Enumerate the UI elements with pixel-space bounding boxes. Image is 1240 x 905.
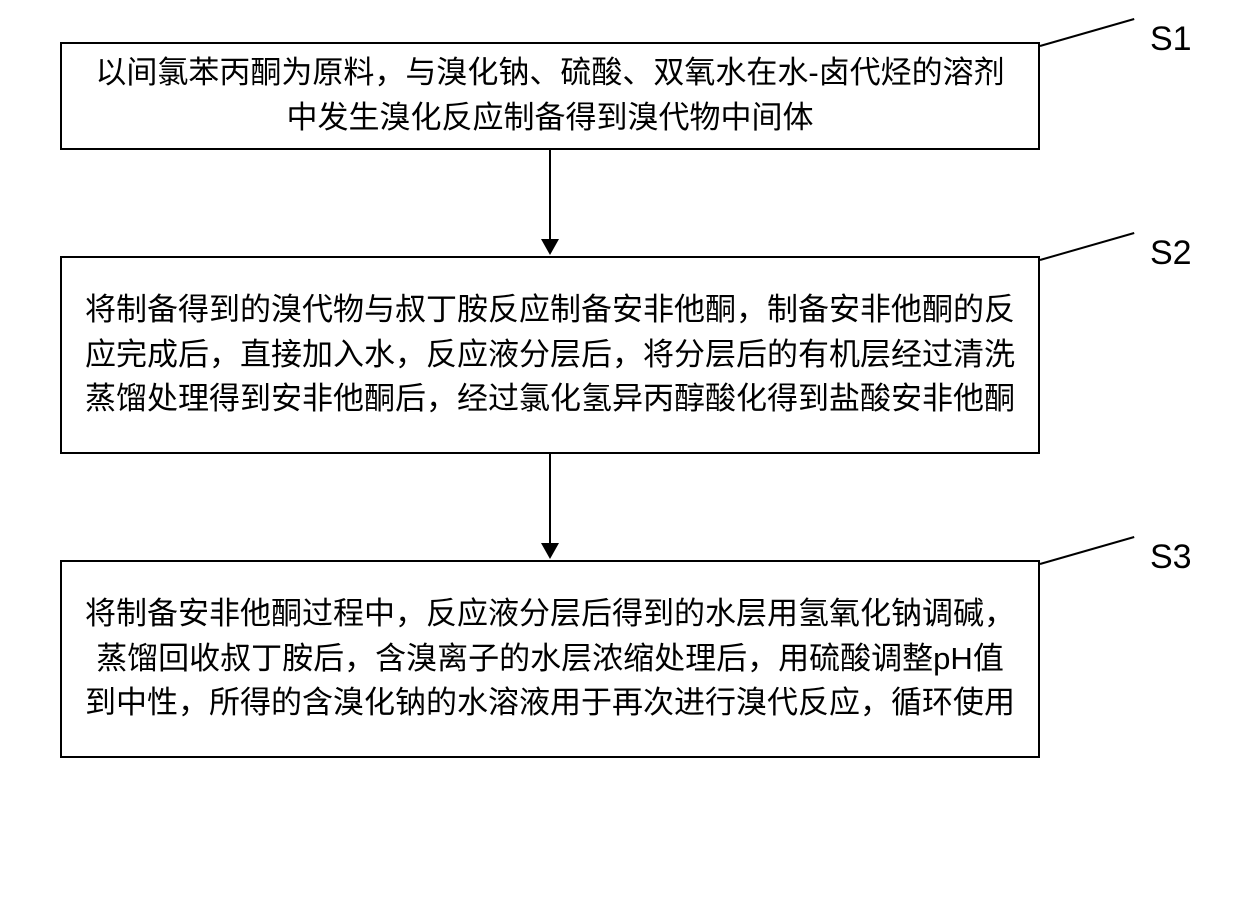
step-s1-label-line: [1040, 18, 1135, 47]
arrow-s1-s2-head: [541, 239, 559, 255]
arrow-s1-s2: [541, 150, 559, 255]
step-s2-box: 将制备得到的溴代物与叔丁胺反应制备安非他酮，制备安非他酮的反应完成后，直接加入水…: [60, 256, 1040, 454]
step-s2-label: S2: [1150, 234, 1192, 273]
step-s2-label-line: [1040, 232, 1135, 261]
step-s3-box: 将制备安非他酮过程中，反应液分层后得到的水层用氢氧化钠调碱，蒸馏回收叔丁胺后，含…: [60, 560, 1040, 758]
step-s1-label: S1: [1150, 20, 1192, 59]
flowchart-container: 以间氯苯丙酮为原料，与溴化钠、硫酸、双氧水在水-卤代烃的溶剂中发生溴化反应制备得…: [0, 0, 1240, 905]
step-s1-box: 以间氯苯丙酮为原料，与溴化钠、硫酸、双氧水在水-卤代烃的溶剂中发生溴化反应制备得…: [60, 42, 1040, 150]
step-s3-label: S3: [1150, 538, 1192, 577]
step-s1: 以间氯苯丙酮为原料，与溴化钠、硫酸、双氧水在水-卤代烃的溶剂中发生溴化反应制备得…: [60, 42, 1040, 150]
step-s2: 将制备得到的溴代物与叔丁胺反应制备安非他酮，制备安非他酮的反应完成后，直接加入水…: [60, 256, 1040, 454]
arrow-s2-s3-head: [541, 543, 559, 559]
step-s2-text: 将制备得到的溴代物与叔丁胺反应制备安非他酮，制备安非他酮的反应完成后，直接加入水…: [82, 288, 1018, 423]
arrow-s2-s3-line: [549, 454, 551, 544]
step-s3-label-line: [1040, 536, 1135, 565]
step-s3: 将制备安非他酮过程中，反应液分层后得到的水层用氢氧化钠调碱，蒸馏回收叔丁胺后，含…: [60, 560, 1040, 758]
arrow-s2-s3: [541, 454, 559, 559]
arrow-s1-s2-line: [549, 150, 551, 240]
step-s3-text: 将制备安非他酮过程中，反应液分层后得到的水层用氢氧化钠调碱，蒸馏回收叔丁胺后，含…: [82, 592, 1018, 727]
step-s1-text: 以间氯苯丙酮为原料，与溴化钠、硫酸、双氧水在水-卤代烃的溶剂中发生溴化反应制备得…: [82, 51, 1018, 141]
